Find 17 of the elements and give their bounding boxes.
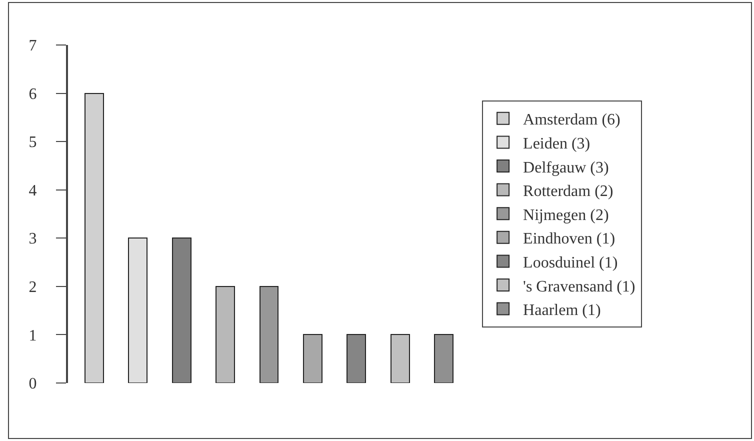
legend-label: Nijmegen (2) [523, 206, 609, 224]
legend-label: Delfgauw (3) [523, 159, 609, 176]
y-tick-label: 5 [28, 134, 37, 152]
y-tick-label: 6 [28, 86, 37, 103]
y-tick-label: 2 [28, 279, 37, 296]
legend-label: Eindhoven (1) [523, 230, 616, 248]
y-tick-label: 3 [28, 230, 37, 248]
legend-label: Loosduinel (1) [523, 254, 618, 272]
legend-label: Haarlem (1) [523, 302, 601, 320]
y-tick-label: 1 [28, 327, 37, 344]
legend-label: Amsterdam (6) [523, 112, 620, 129]
legend-label: Leiden (3) [523, 135, 590, 152]
legend-label: 's Gravensand (1) [523, 278, 636, 296]
legend-label: Rotterdam (2) [523, 183, 614, 200]
y-tick-label: 4 [28, 182, 37, 200]
y-tick-label: 0 [28, 376, 37, 393]
y-tick-label: 7 [28, 38, 37, 55]
